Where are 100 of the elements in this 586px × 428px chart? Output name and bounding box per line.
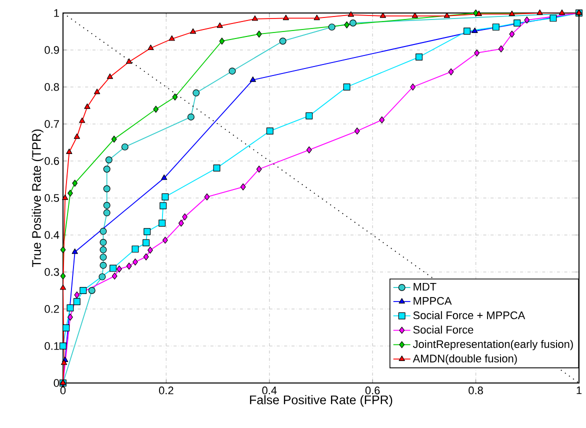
point	[379, 116, 385, 124]
legend-label: JointRepresentation(early fusion)	[412, 340, 573, 350]
point	[111, 136, 117, 143]
point	[103, 202, 110, 209]
point	[132, 258, 138, 266]
point	[162, 193, 169, 200]
point	[148, 44, 154, 50]
point	[100, 254, 107, 261]
point	[100, 228, 107, 235]
point	[103, 185, 110, 192]
point	[143, 253, 149, 260]
point	[256, 166, 262, 173]
point	[448, 68, 454, 76]
y-tick-label: 1	[54, 9, 59, 17]
point	[72, 248, 78, 254]
point	[190, 28, 196, 34]
point	[464, 28, 471, 35]
point	[343, 84, 350, 90]
x-axis-title: False Positive Rate (FPR)	[250, 395, 392, 407]
point	[79, 118, 86, 123]
point	[74, 291, 80, 298]
point	[172, 94, 178, 100]
point	[250, 76, 256, 82]
legend-label: MDT	[414, 283, 436, 291]
point	[182, 213, 188, 220]
point	[68, 314, 73, 321]
point	[142, 239, 150, 246]
point	[106, 74, 114, 79]
x-tick-label: 1	[576, 386, 582, 394]
point	[474, 49, 480, 56]
point	[213, 164, 220, 172]
point	[162, 236, 168, 244]
y-tick-label: 0.7	[44, 120, 59, 128]
point	[187, 113, 194, 120]
point	[66, 148, 72, 154]
point	[153, 106, 159, 113]
point	[98, 273, 106, 280]
point	[240, 183, 246, 190]
point	[178, 220, 184, 227]
point	[60, 284, 66, 290]
x-tick-label: 0.8	[468, 386, 483, 394]
point	[60, 360, 68, 365]
point	[416, 54, 423, 61]
y-tick-label: 0.2	[44, 305, 59, 313]
point	[192, 89, 200, 96]
point	[84, 103, 90, 109]
point	[282, 14, 289, 20]
point	[158, 220, 166, 227]
point	[121, 143, 128, 150]
point	[558, 10, 566, 15]
y-tick-label: 0	[54, 379, 60, 387]
point	[412, 12, 418, 18]
point	[344, 21, 350, 28]
point	[74, 133, 80, 139]
point	[68, 190, 73, 197]
point	[306, 146, 312, 154]
x-tick-label: 0	[60, 386, 66, 394]
point	[94, 88, 100, 94]
point	[216, 22, 223, 28]
point	[116, 266, 122, 273]
point	[126, 262, 132, 270]
point	[88, 287, 96, 294]
legend-label: Social Force + MPPCA	[413, 311, 526, 320]
point	[444, 12, 450, 18]
point	[126, 58, 132, 64]
point	[328, 24, 336, 31]
y-axis-title: True Positive Rate (TPR)	[32, 129, 44, 268]
point	[350, 19, 356, 26]
point	[204, 193, 210, 200]
point	[100, 238, 107, 246]
point	[110, 264, 117, 272]
legend-label: Social Force	[413, 326, 474, 334]
point	[219, 38, 225, 45]
point	[168, 35, 175, 41]
y-tick-label: 0.9	[44, 46, 59, 54]
point	[256, 30, 262, 38]
point	[524, 16, 530, 24]
y-tick-label: 0.8	[44, 83, 59, 91]
point	[508, 10, 515, 16]
point	[73, 298, 80, 306]
point	[514, 19, 521, 26]
point	[410, 84, 416, 90]
point	[498, 45, 504, 52]
point	[348, 11, 354, 17]
point	[103, 166, 110, 173]
point	[144, 228, 151, 236]
point	[148, 246, 153, 254]
x-tick-label: 0.4	[262, 386, 277, 394]
point	[314, 14, 320, 20]
point	[492, 24, 500, 31]
point	[252, 15, 258, 21]
point	[72, 180, 78, 187]
legend-label: MPPCA	[414, 297, 452, 305]
point	[103, 209, 110, 216]
point	[100, 246, 107, 254]
y-tick-label: 0.1	[44, 342, 59, 350]
point	[161, 174, 168, 180]
point	[62, 324, 70, 332]
point	[266, 128, 274, 135]
point	[472, 28, 478, 34]
